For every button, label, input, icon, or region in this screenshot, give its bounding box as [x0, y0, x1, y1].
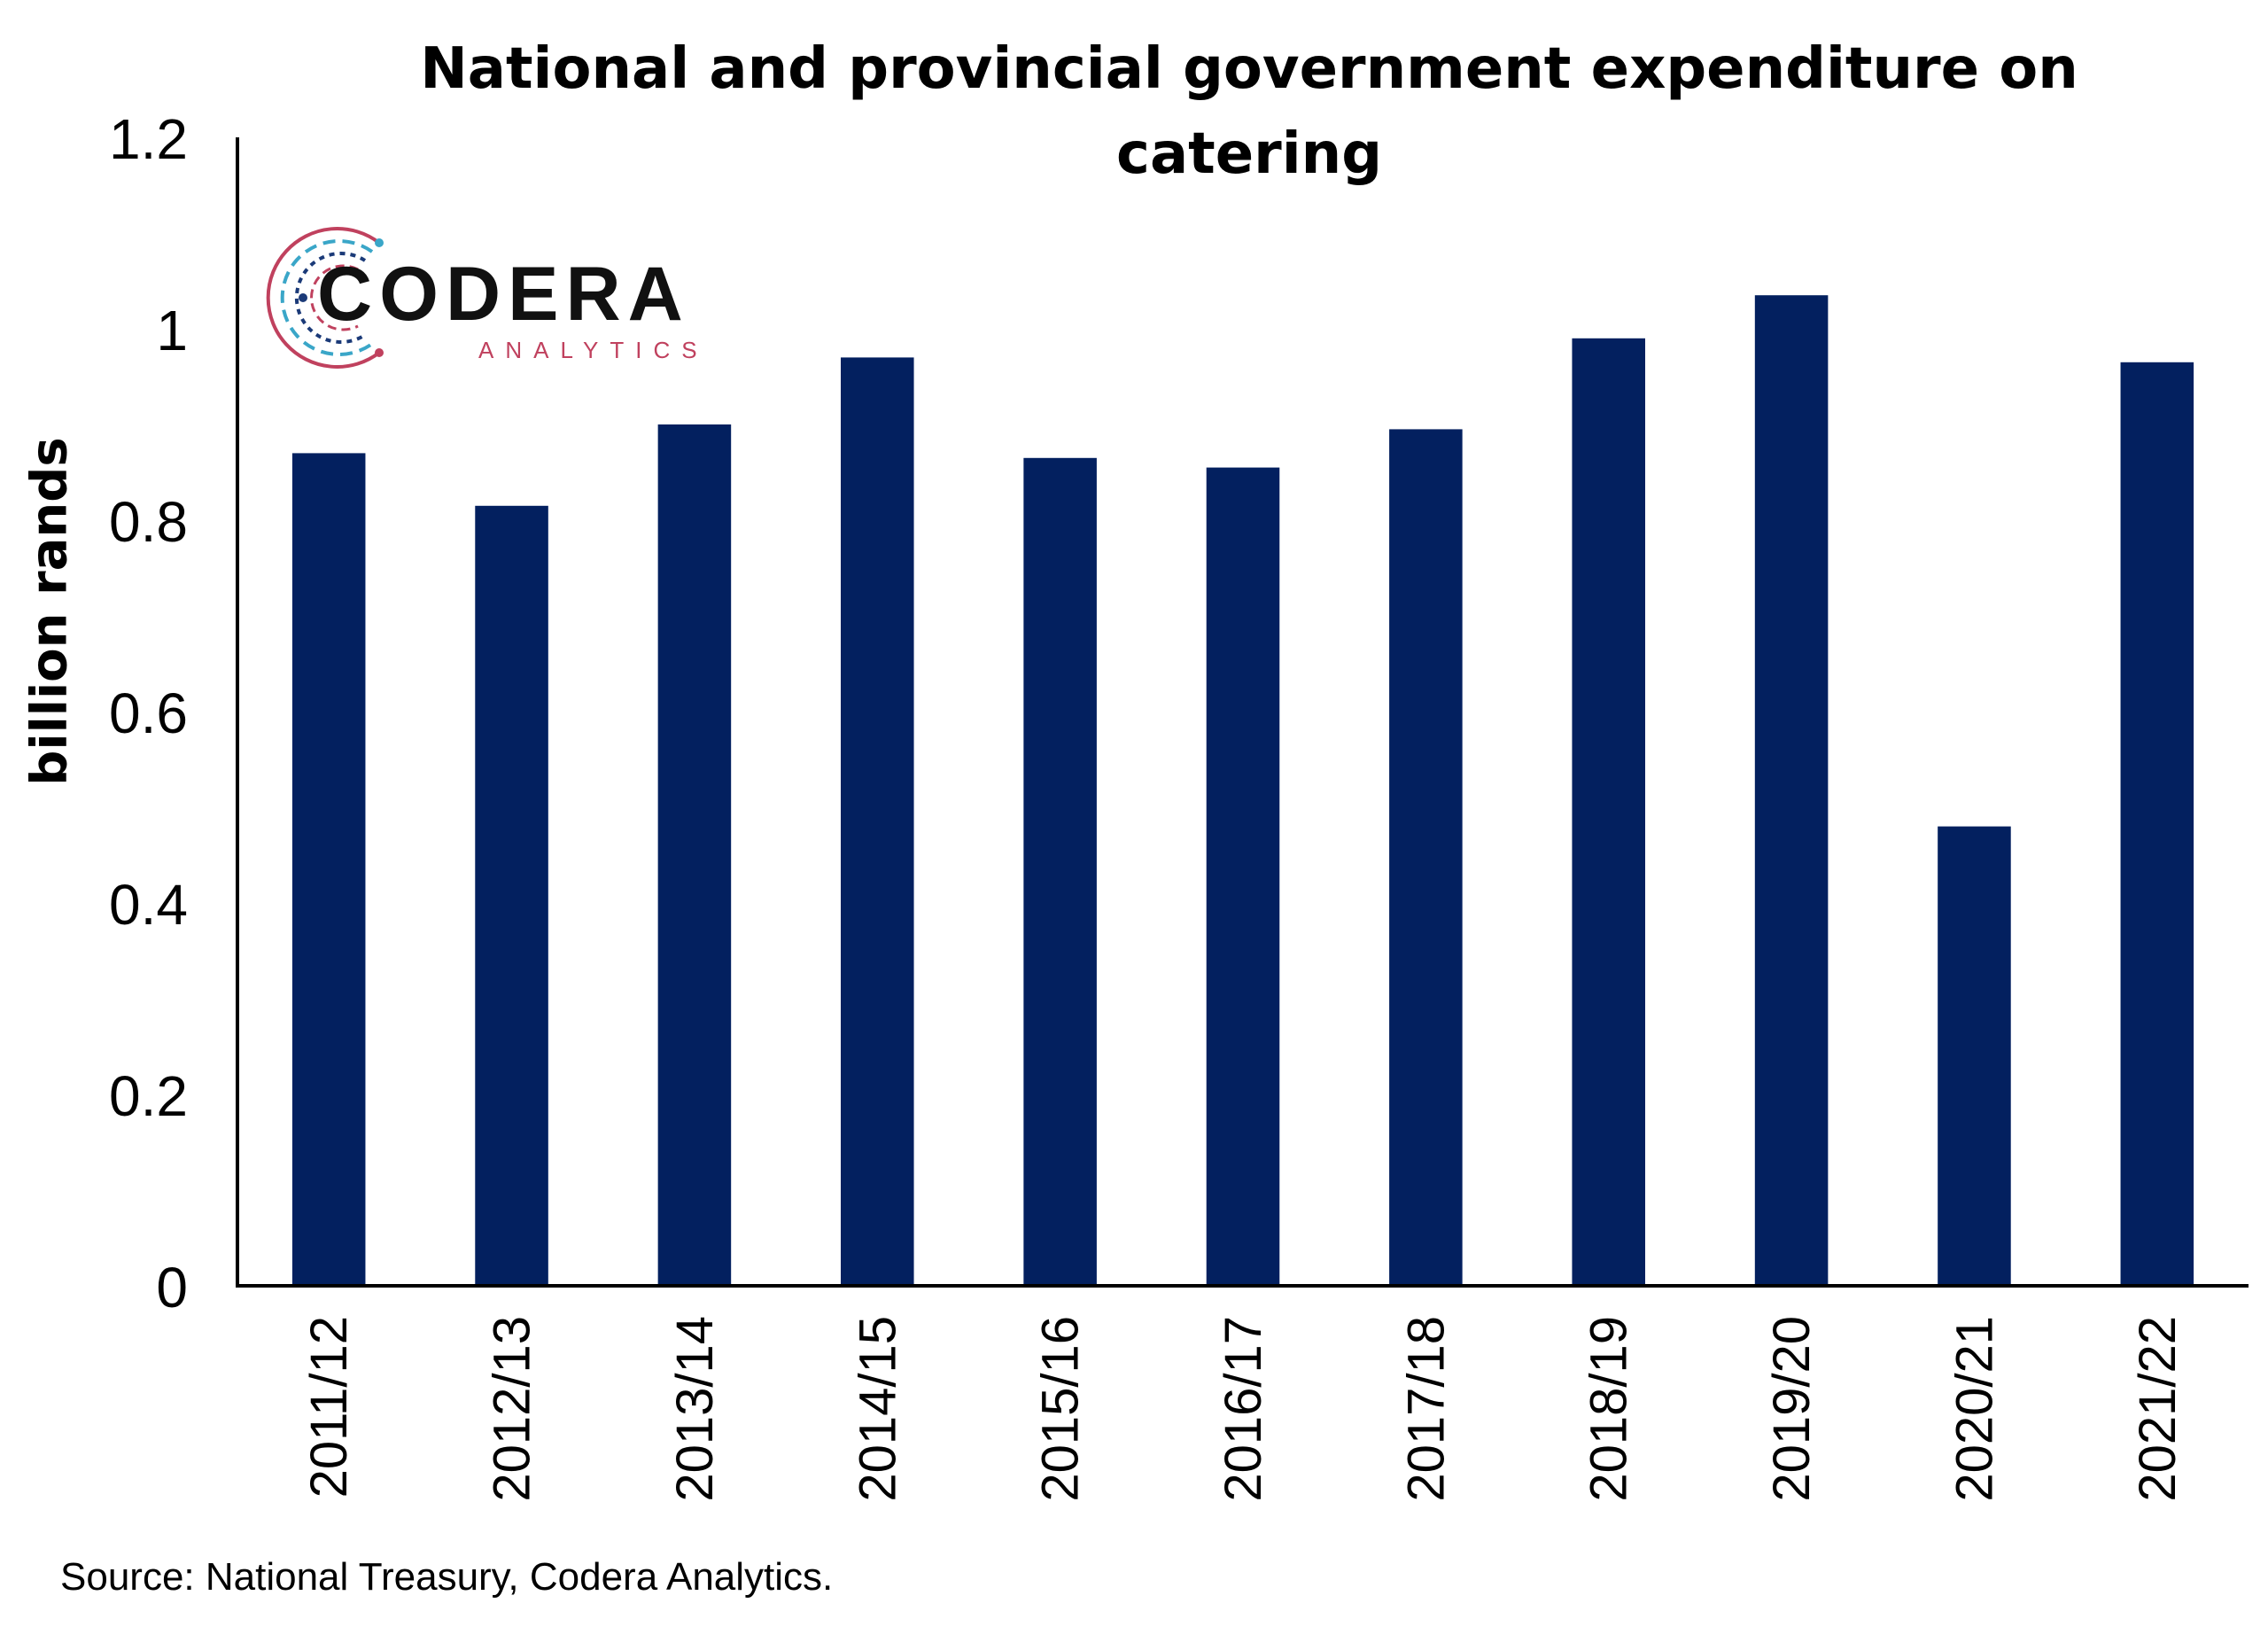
- y-tick-label: 1: [156, 299, 188, 362]
- bar-2016-17: [1206, 467, 1280, 1286]
- bar-2011-12: [291, 453, 366, 1286]
- chart-title-line-2: catering: [1116, 121, 1382, 187]
- bar-2015-16: [1023, 457, 1097, 1286]
- bars-group: [291, 295, 2194, 1287]
- x-tick-label: 2012/13: [484, 1316, 541, 1502]
- x-tick-label: 2019/20: [1763, 1316, 1821, 1502]
- y-tick-label: 0.2: [109, 1064, 188, 1128]
- y-tick-label: 0.4: [109, 873, 188, 937]
- bar-2020-21: [1938, 826, 2011, 1286]
- bar-2019-20: [1754, 295, 1829, 1287]
- codera-logo: CODERA ANALYTICS: [266, 227, 709, 369]
- x-tick-label: 2021/22: [2129, 1316, 2186, 1502]
- bar-2014-15: [841, 357, 914, 1286]
- chart-title-line-1: National and provincial government expen…: [420, 36, 2078, 102]
- bar-2018-19: [1572, 338, 1645, 1286]
- y-tick-label: 0: [156, 1256, 188, 1319]
- x-tick-label: 2020/21: [1946, 1316, 2003, 1502]
- x-ticks-group: 2011/12 2012/13 2013/14 2014/15 2015/16 2016/…: [300, 1316, 2186, 1502]
- y-tick-label: 0.6: [109, 681, 188, 745]
- x-tick-label: 2017/18: [1397, 1316, 1455, 1502]
- logo-subtitle: ANALYTICS: [478, 337, 709, 363]
- x-tick-label: 2016/17: [1215, 1316, 1272, 1502]
- x-tick-label: 2014/15: [849, 1316, 906, 1502]
- x-tick-label: 2018/19: [1581, 1316, 1638, 1502]
- x-tick-label: 2015/16: [1032, 1316, 1090, 1502]
- bar-2013-14: [657, 424, 732, 1286]
- y-tick-label: 1.2: [109, 107, 188, 171]
- source-note: Source: National Treasury, Codera Analyt…: [60, 1555, 834, 1599]
- bar-2021-22: [2120, 362, 2194, 1286]
- codera-logo-mark: [266, 227, 384, 369]
- x-tick-label: 2013/14: [666, 1316, 724, 1502]
- bar-2017-18: [1389, 429, 1463, 1286]
- x-tick-label: 2011/12: [300, 1316, 358, 1498]
- y-tick-label: 0.8: [109, 490, 188, 554]
- y-ticks-group: 0 0.2 0.4 0.6 0.8 1 1.2: [109, 107, 188, 1319]
- bar-2012-13: [475, 505, 548, 1286]
- logo-wordmark: CODERA: [317, 252, 690, 337]
